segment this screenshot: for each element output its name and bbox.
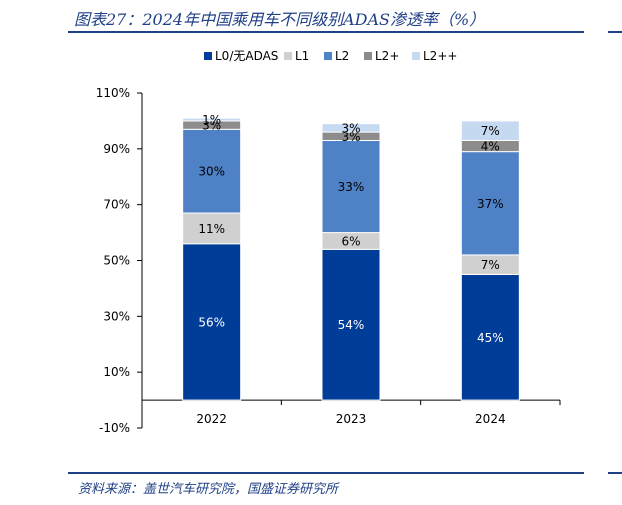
x-tick-label: 2024 [475, 412, 506, 426]
legend-swatch [364, 52, 372, 60]
source-divider [68, 472, 584, 474]
legend-label: L2++ [423, 49, 457, 63]
data-label: 56% [198, 315, 225, 329]
data-label: 11% [198, 222, 225, 236]
data-label: 3% [341, 130, 360, 144]
bar-segment [182, 243, 242, 401]
bar-segment [460, 273, 520, 401]
bar-segment [460, 151, 520, 256]
legend-label: L2 [335, 49, 349, 63]
y-tick-label: 10% [103, 365, 130, 379]
legend-swatch [204, 52, 212, 60]
stacked-bar-chart: L0/无ADAS L1 L2 L2+ L2++ -10% 10% 30% 50% 70% 90% 1… [96, 49, 561, 435]
bar-stacks: 56%11%30%3%1%54%6%33%3%3%45%7%37%4%7% [182, 113, 520, 401]
bar-segment [321, 139, 381, 234]
legend-swatch [284, 52, 292, 60]
data-label: 7% [481, 124, 500, 138]
x-tick-label: 2022 [196, 412, 227, 426]
y-tick-label: 90% [103, 142, 130, 156]
data-label: 37% [477, 197, 504, 211]
x-tick-label: 2023 [336, 412, 367, 426]
data-label: 30% [198, 165, 225, 179]
bar-segment [321, 123, 381, 133]
y-tick-label: -10% [99, 421, 130, 435]
legend-label: L1 [295, 49, 309, 63]
data-label: 54% [338, 318, 365, 332]
data-label: 3% [202, 119, 221, 133]
y-tick-label: 50% [103, 254, 130, 268]
y-tick-label: 30% [103, 309, 130, 323]
chart-title: 图表27：2024年中国乘用车不同级别ADAS渗透率（%） [74, 10, 486, 29]
data-label: 1% [202, 113, 221, 127]
y-tick-label: 110% [96, 86, 130, 100]
title-divider [68, 31, 584, 33]
legend-swatch [324, 52, 332, 60]
data-label: 4% [481, 140, 500, 154]
data-label: 3% [341, 121, 360, 135]
legend-label: L2+ [375, 49, 399, 63]
bar-segment [460, 120, 520, 141]
adjacent-column-divider [608, 31, 622, 33]
legend: L0/无ADAS L1 L2 L2+ L2++ [204, 49, 457, 63]
y-axis: -10% 10% 30% 50% 70% 90% 110% [96, 86, 143, 435]
adjacent-column-divider-bottom [608, 472, 622, 474]
data-label: 7% [481, 258, 500, 272]
y-tick-label: 70% [103, 198, 130, 212]
bar-segment [182, 212, 242, 245]
data-label: 6% [341, 234, 360, 248]
bar-segment [182, 117, 242, 122]
legend-swatch [412, 52, 420, 60]
legend-label: L0/无ADAS [215, 49, 278, 63]
x-axis: 2022 2023 2024 [141, 399, 561, 426]
bar-segment [182, 128, 242, 214]
data-label: 45% [477, 331, 504, 345]
source-note: 资料来源：盖世汽车研究院，国盛证券研究所 [78, 482, 339, 497]
bar-segment [321, 248, 381, 401]
data-label: 33% [338, 180, 365, 194]
